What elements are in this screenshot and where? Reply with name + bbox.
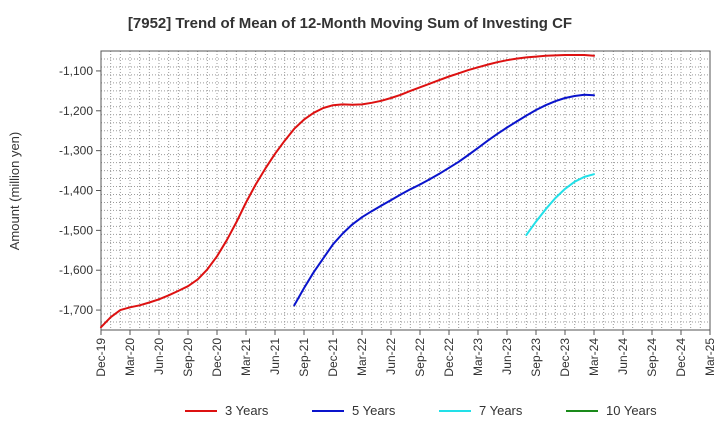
- x-tick-label: Mar-20: [123, 338, 137, 376]
- series-line-7-years: [525, 173, 595, 237]
- y-tick-label: -1,600: [59, 263, 93, 277]
- x-tick-label: Dec-21: [326, 338, 340, 377]
- legend-label: 5 Years: [352, 403, 396, 418]
- x-tick-label: Mar-21: [239, 338, 253, 376]
- x-tick-label: Dec-19: [94, 338, 108, 377]
- x-tick-label: Dec-24: [674, 338, 688, 377]
- x-tick-label: Jun-20: [152, 338, 166, 375]
- legend-label: 7 Years: [479, 403, 523, 418]
- y-tick-label: -1,300: [59, 144, 93, 158]
- x-tick-label: Mar-23: [471, 338, 485, 376]
- legend: 3 Years 5 Years 7 Years 10 Years: [185, 403, 657, 418]
- x-tick-label: Jun-21: [268, 338, 282, 375]
- plot-background: [101, 51, 710, 330]
- x-tick-label: Jun-24: [616, 338, 630, 375]
- series-line-3-years: [100, 54, 595, 329]
- x-tick-label: Mar-24: [587, 338, 601, 376]
- x-tick-label: Sep-24: [645, 338, 659, 377]
- x-tick-label: Mar-25: [703, 338, 717, 376]
- legend-label: 3 Years: [225, 403, 269, 418]
- x-tick-label: Sep-21: [297, 338, 311, 377]
- x-tick-label: Dec-20: [210, 338, 224, 377]
- y-axis-label: Amount (million yen): [7, 132, 22, 251]
- chart-title: [7952] Trend of Mean of 12-Month Moving …: [128, 15, 572, 32]
- y-tick-label: -1,200: [59, 104, 93, 118]
- x-tick-label: Jun-22: [384, 338, 398, 375]
- x-tick-label: Dec-23: [558, 338, 572, 377]
- x-tick-label: Mar-22: [355, 338, 369, 376]
- x-tick-label: Jun-23: [500, 338, 514, 375]
- y-tick-label: -1,500: [59, 223, 93, 237]
- y-tick-label: -1,400: [59, 184, 93, 198]
- y-tick-label: -1,700: [59, 303, 93, 317]
- legend-label: 10 Years: [606, 403, 657, 418]
- x-tick-label: Sep-22: [413, 338, 427, 377]
- y-tick-label: -1,100: [59, 64, 93, 78]
- series-line-5-years: [293, 93, 595, 307]
- plot-area: -1,100 -1,200 -1,300 -1,400 -1,500 -1,600 -1,7…: [59, 50, 717, 377]
- x-tick-label: Dec-22: [442, 338, 456, 377]
- x-tick-label: Sep-23: [529, 338, 543, 377]
- x-tick-label: Sep-20: [181, 338, 195, 377]
